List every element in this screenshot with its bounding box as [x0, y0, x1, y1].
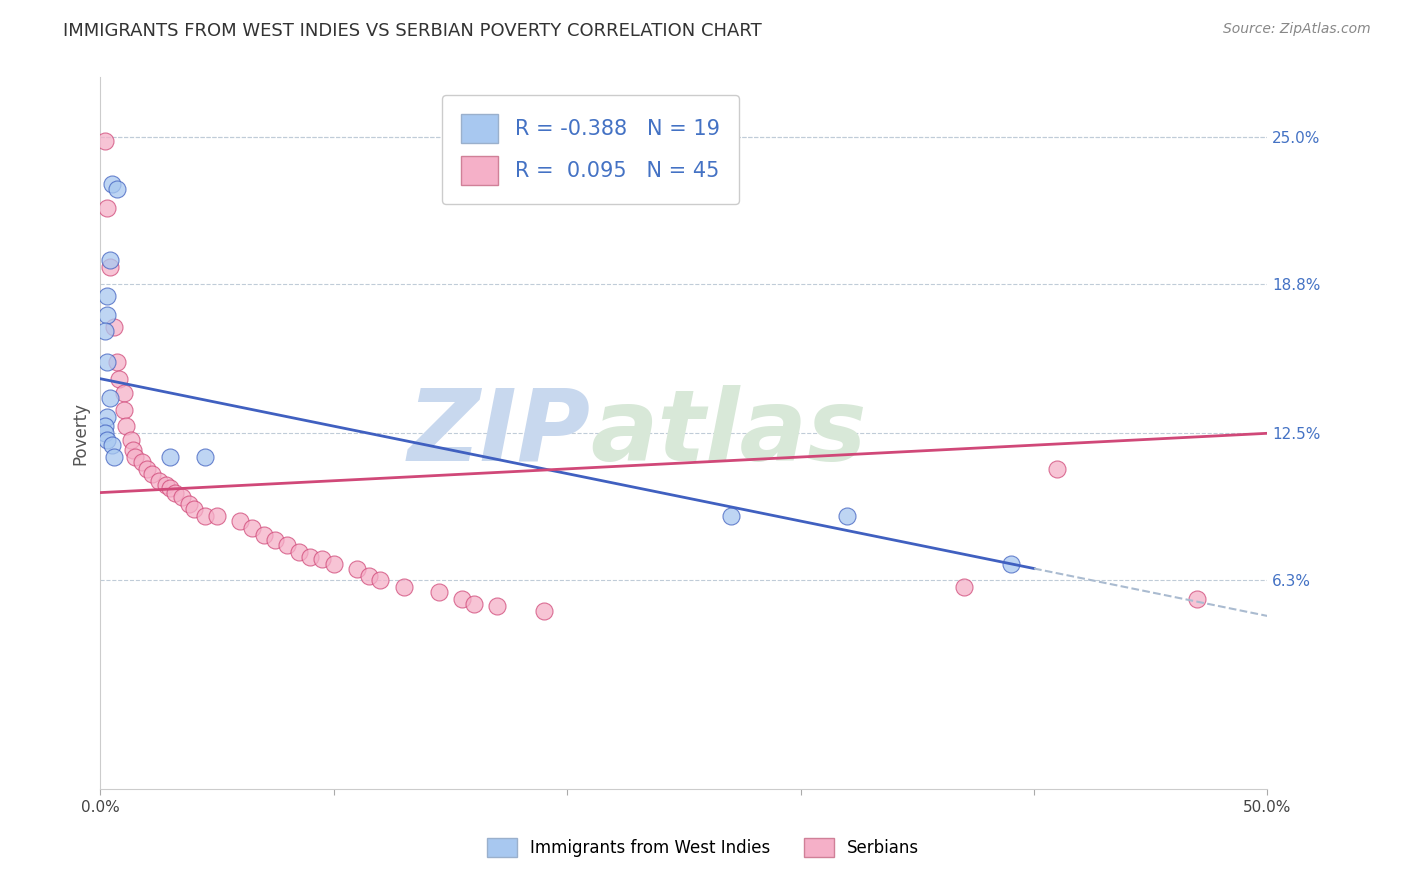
Legend: Immigrants from West Indies, Serbians: Immigrants from West Indies, Serbians	[479, 831, 927, 864]
Point	[98, 391, 121, 405]
Point	[136, 462, 159, 476]
Point	[720, 509, 742, 524]
Point	[533, 604, 555, 618]
Point	[177, 498, 200, 512]
Point	[105, 355, 128, 369]
Point	[96, 355, 118, 369]
Point	[837, 509, 859, 524]
Text: Source: ZipAtlas.com: Source: ZipAtlas.com	[1223, 22, 1371, 37]
Point	[276, 538, 298, 552]
Point	[427, 585, 450, 599]
Point	[311, 552, 333, 566]
Point	[264, 533, 287, 547]
Point	[94, 135, 117, 149]
Point	[112, 386, 135, 401]
Point	[124, 450, 146, 464]
Point	[101, 177, 124, 191]
Point	[112, 402, 135, 417]
Point	[287, 545, 309, 559]
Point	[194, 450, 217, 464]
Point	[159, 450, 181, 464]
Point	[953, 581, 976, 595]
Point	[463, 597, 485, 611]
Point	[148, 474, 170, 488]
Point	[98, 260, 121, 275]
Point	[392, 581, 415, 595]
Legend: R = -0.388   N = 19, R =  0.095   N = 45: R = -0.388 N = 19, R = 0.095 N = 45	[443, 95, 740, 204]
Point	[103, 450, 125, 464]
Point	[346, 561, 368, 575]
Point	[357, 568, 380, 582]
Point	[94, 324, 117, 338]
Point	[94, 419, 117, 434]
Point	[96, 409, 118, 424]
Point	[1000, 557, 1022, 571]
Point	[103, 319, 125, 334]
Point	[370, 574, 392, 588]
Point	[115, 419, 138, 434]
Point	[155, 478, 177, 492]
Point	[120, 434, 142, 448]
Point	[101, 438, 124, 452]
Point	[1187, 592, 1209, 607]
Point	[96, 434, 118, 448]
Text: ZIP: ZIP	[408, 384, 591, 482]
Point	[183, 502, 205, 516]
Point	[98, 253, 121, 268]
Point	[229, 514, 252, 528]
Point	[96, 201, 118, 215]
Point	[163, 485, 186, 500]
Point	[322, 557, 344, 571]
Point	[105, 182, 128, 196]
Point	[94, 426, 117, 441]
Point	[253, 528, 276, 542]
Point	[131, 455, 153, 469]
Point	[451, 592, 474, 607]
Point	[486, 599, 509, 614]
Point	[108, 372, 131, 386]
Point	[299, 549, 322, 564]
Point	[170, 491, 193, 505]
Text: IMMIGRANTS FROM WEST INDIES VS SERBIAN POVERTY CORRELATION CHART: IMMIGRANTS FROM WEST INDIES VS SERBIAN P…	[63, 22, 762, 40]
Point	[96, 288, 118, 302]
Y-axis label: Poverty: Poverty	[72, 401, 89, 465]
Point	[141, 467, 163, 481]
Point	[194, 509, 217, 524]
Point	[159, 481, 181, 495]
Point	[122, 442, 145, 457]
Point	[240, 521, 263, 535]
Point	[205, 509, 228, 524]
Point	[96, 308, 118, 322]
Point	[1046, 462, 1069, 476]
Text: atlas: atlas	[591, 384, 868, 482]
